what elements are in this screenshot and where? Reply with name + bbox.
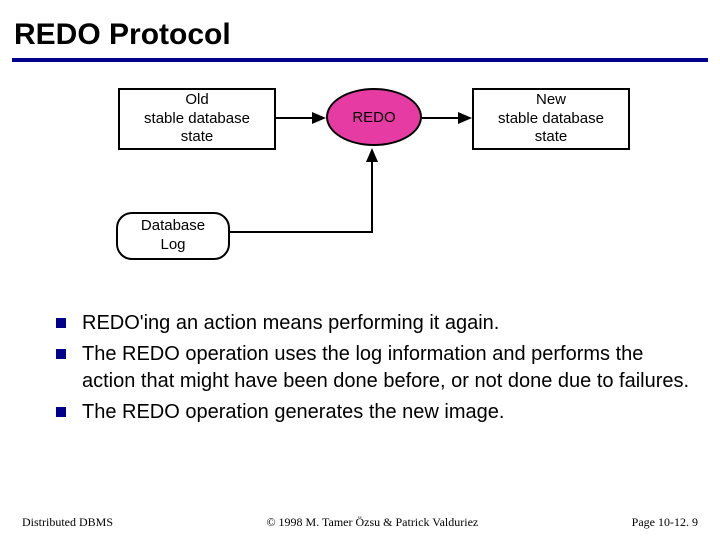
list-item: REDO'ing an action means performing it a… bbox=[56, 310, 690, 337]
bullet-icon bbox=[56, 349, 66, 359]
old-state-line1: Old bbox=[144, 91, 250, 110]
new-state-line2: stable database bbox=[498, 110, 604, 129]
old-state-line3: state bbox=[144, 128, 250, 147]
title-underline bbox=[12, 58, 708, 62]
old-state-box: Old stable database state bbox=[118, 88, 276, 150]
diagram-area: Old stable database state REDO New stabl… bbox=[0, 72, 720, 302]
log-line2: Log bbox=[141, 236, 205, 255]
bullet-text: REDO'ing an action means performing it a… bbox=[82, 310, 499, 337]
new-state-box: New stable database state bbox=[472, 88, 630, 150]
list-item: The REDO operation uses the log informat… bbox=[56, 341, 690, 395]
bullet-icon bbox=[56, 407, 66, 417]
new-state-line1: New bbox=[498, 91, 604, 110]
bullet-list: REDO'ing an action means performing it a… bbox=[0, 302, 720, 426]
bullet-text: The REDO operation generates the new ima… bbox=[82, 399, 504, 426]
new-state-line3: state bbox=[498, 128, 604, 147]
page-title: REDO Protocol bbox=[0, 0, 720, 58]
footer-center: © 1998 M. Tamer Özsu & Patrick Valduriez bbox=[266, 515, 478, 530]
old-state-line2: stable database bbox=[144, 110, 250, 129]
bullet-text: The REDO operation uses the log informat… bbox=[82, 341, 690, 395]
footer-right: Page 10-12. 9 bbox=[632, 515, 698, 530]
database-log-box: Database Log bbox=[116, 212, 230, 260]
bullet-icon bbox=[56, 318, 66, 328]
footer: Distributed DBMS © 1998 M. Tamer Özsu & … bbox=[0, 515, 720, 530]
redo-label: REDO bbox=[352, 109, 395, 126]
redo-ellipse: REDO bbox=[326, 88, 422, 146]
footer-left: Distributed DBMS bbox=[22, 515, 113, 530]
list-item: The REDO operation generates the new ima… bbox=[56, 399, 690, 426]
log-line1: Database bbox=[141, 217, 205, 236]
